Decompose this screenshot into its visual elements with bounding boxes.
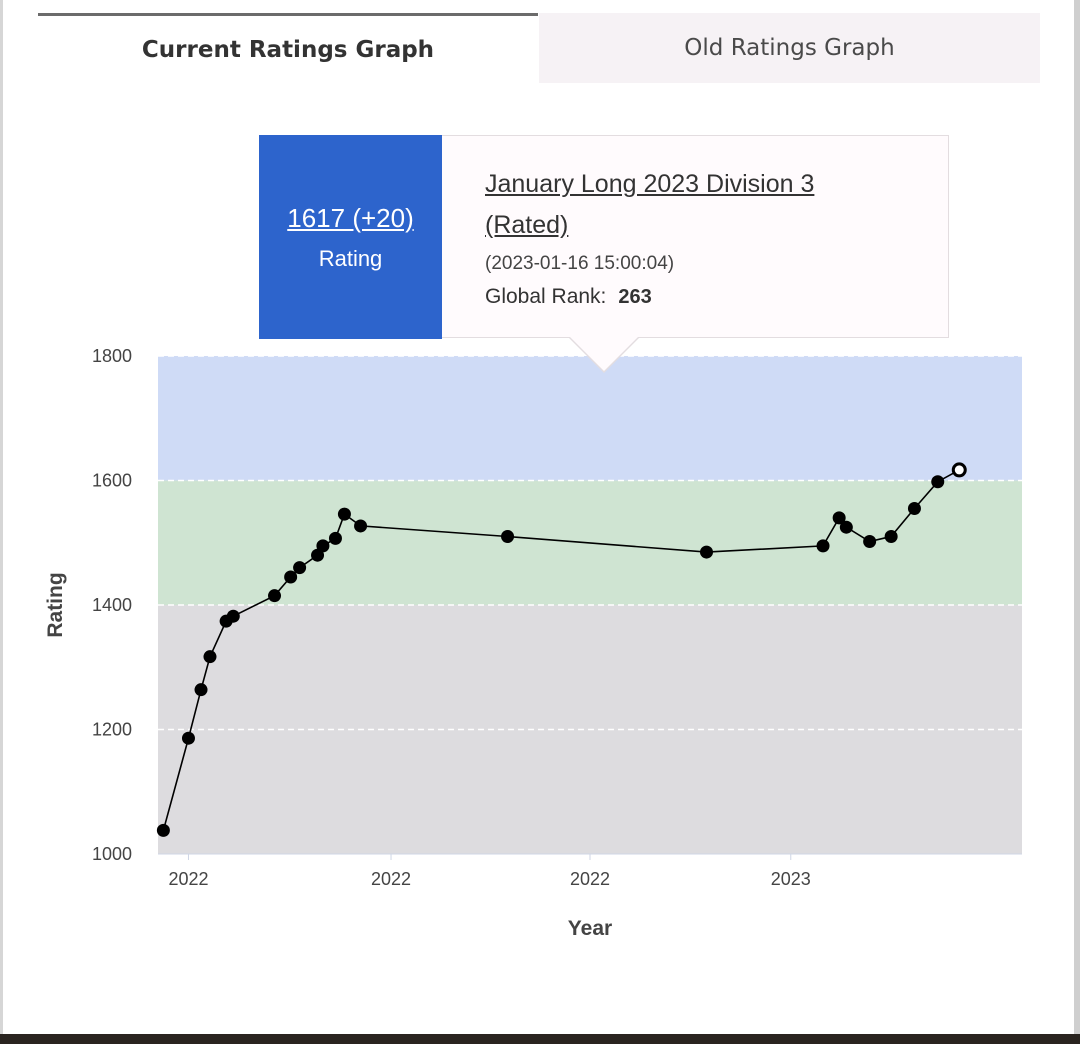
y-tick-labels: 1000 1200 1400 1600 1800: [92, 346, 132, 864]
rating-point[interactable]: [816, 539, 830, 553]
rating-point[interactable]: [284, 570, 298, 584]
tab-old-ratings-graph[interactable]: Old Ratings Graph: [539, 13, 1040, 83]
window-left-edge: [0, 0, 3, 1034]
graph-tabs: Current Ratings Graph Old Ratings Graph: [38, 13, 1040, 83]
rating-point[interactable]: [293, 561, 307, 575]
rating-point[interactable]: [832, 511, 846, 525]
y-tick-label-1: 1200: [92, 720, 132, 740]
x-tick-label-3: 2023: [771, 869, 811, 889]
rating-point-selected[interactable]: [951, 462, 967, 478]
tooltip-rank-value: 263: [618, 286, 652, 308]
x-tick-label-2: 2022: [570, 869, 610, 889]
rating-point[interactable]: [194, 683, 208, 697]
grid-lines: [158, 355, 1022, 731]
rating-point[interactable]: [156, 823, 170, 837]
tooltip-rating-panel: 1617 (+20) Rating: [259, 135, 442, 339]
tooltip-contest-panel: January Long 2023 Division 3 (Rated) (20…: [442, 135, 949, 338]
y-tick-label-3: 1600: [92, 471, 132, 491]
rating-point[interactable]: [863, 535, 877, 549]
y-tick-label-4: 1800: [92, 346, 132, 366]
x-tick-label-0: 2022: [168, 869, 208, 889]
window-right-edge: [1074, 0, 1080, 1034]
y-tick-label-0: 1000: [92, 844, 132, 864]
x-tick-labels: 2022 2022 2022 2023: [168, 869, 810, 889]
rating-point[interactable]: [700, 545, 714, 559]
rating-point[interactable]: [203, 650, 217, 664]
x-tick-label-1: 2022: [371, 869, 411, 889]
tooltip-rank-label: Global Rank:: [485, 285, 607, 308]
tooltip-timestamp: (2023-01-16 15:00:04): [485, 253, 675, 274]
rating-tooltip: 1617 (+20) Rating January Long 2023 Divi…: [259, 135, 950, 373]
tooltip-pointer: [570, 337, 638, 371]
rating-point[interactable]: [501, 530, 515, 544]
rating-point[interactable]: [839, 520, 853, 534]
tab-current-ratings-graph[interactable]: Current Ratings Graph: [38, 13, 538, 83]
rating-point[interactable]: [884, 530, 898, 544]
rating-point[interactable]: [337, 507, 351, 521]
y-tick-label-2: 1400: [92, 595, 132, 615]
x-axis-title: Year: [568, 917, 612, 940]
tooltip-contest-link[interactable]: January Long 2023 Division 3 (Rated): [485, 170, 815, 239]
rating-point[interactable]: [226, 609, 240, 623]
rating-points: [156, 462, 967, 837]
rating-point[interactable]: [354, 519, 368, 533]
window-bottom-edge: [0, 1034, 1080, 1044]
rating-point[interactable]: [907, 502, 921, 516]
tooltip-rating-value[interactable]: 1617 (+20): [287, 202, 414, 233]
rating-band-0: [158, 356, 1022, 481]
rating-point[interactable]: [181, 731, 195, 745]
chart-axes: [158, 853, 1022, 860]
y-axis-title: Rating: [44, 572, 67, 637]
rating-point[interactable]: [268, 589, 282, 603]
tooltip-rating-label: Rating: [318, 245, 383, 271]
rating-point[interactable]: [931, 475, 945, 489]
rating-point[interactable]: [328, 531, 342, 545]
rating-point[interactable]: [316, 539, 330, 553]
tooltip-global-rank: Global Rank: 263: [485, 285, 948, 309]
